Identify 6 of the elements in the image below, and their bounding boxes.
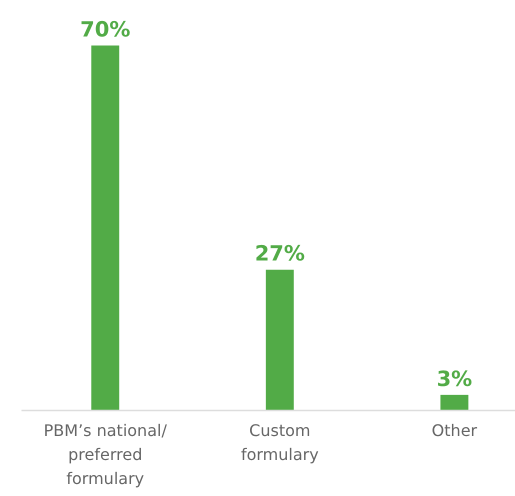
data-label: 3% xyxy=(436,366,472,391)
x-tick-label: PBM’s national/ preferred formulary xyxy=(44,421,168,488)
data-label: 70% xyxy=(80,18,130,42)
x-tick-label: Other xyxy=(432,421,478,440)
data-label: 27% xyxy=(254,242,305,266)
x-tick-label: Custom formulary xyxy=(240,421,319,464)
